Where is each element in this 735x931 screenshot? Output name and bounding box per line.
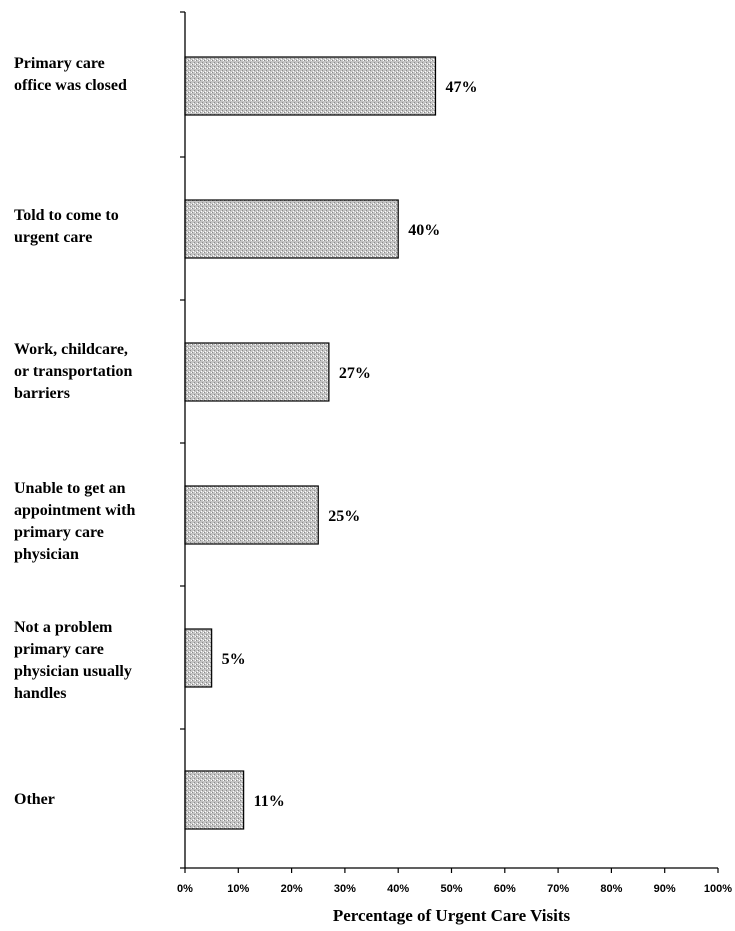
x-tick-label-2: 20%	[281, 883, 303, 895]
x-tick-label-3: 30%	[334, 883, 356, 895]
bar-5	[184, 770, 245, 830]
x-tick-label-4: 40%	[387, 883, 409, 895]
value-labels: 47% 40% 27% 25% 5% 11%	[222, 79, 478, 810]
bar-3	[184, 485, 319, 545]
bar-0	[184, 56, 437, 116]
category-label-4: Not a problem primary care physician usu…	[14, 619, 132, 702]
tick-labels: 0% 10% 20% 30% 40% 50% 60% 70% 80% 90% 100%	[177, 883, 732, 895]
axis-layer	[180, 11, 719, 873]
category-label-1: Told to come to urgent care	[14, 207, 119, 246]
value-label-0: 47%	[446, 79, 478, 96]
category-label-2: Work, childcare, or transportation barri…	[14, 341, 133, 402]
x-tick-label-8: 80%	[600, 883, 622, 895]
value-label-5: 11%	[254, 793, 285, 810]
bar-1	[184, 199, 399, 259]
x-tick-label-1: 10%	[227, 883, 249, 895]
x-tick-label-9: 90%	[654, 883, 676, 895]
value-label-2: 27%	[339, 365, 371, 382]
category-label-3: Unable to get an appointment with primar…	[14, 480, 136, 563]
x-tick-label-10: 100%	[704, 883, 732, 895]
bars-layer	[184, 56, 437, 830]
bar-2	[184, 342, 330, 402]
category-label-0: Primary care office was closed	[14, 55, 127, 94]
category-label-5: Other	[14, 791, 55, 808]
value-label-4: 5%	[222, 651, 246, 668]
x-tick-label-6: 60%	[494, 883, 516, 895]
value-label-3: 25%	[328, 508, 360, 525]
x-axis-title: Percentage of Urgent Care Visits	[332, 906, 571, 925]
x-tick-label-7: 70%	[547, 883, 569, 895]
bar-4	[184, 628, 213, 688]
value-label-1: 40%	[408, 222, 440, 239]
x-tick-label-0: 0%	[177, 883, 193, 895]
x-tick-label-5: 50%	[440, 883, 462, 895]
